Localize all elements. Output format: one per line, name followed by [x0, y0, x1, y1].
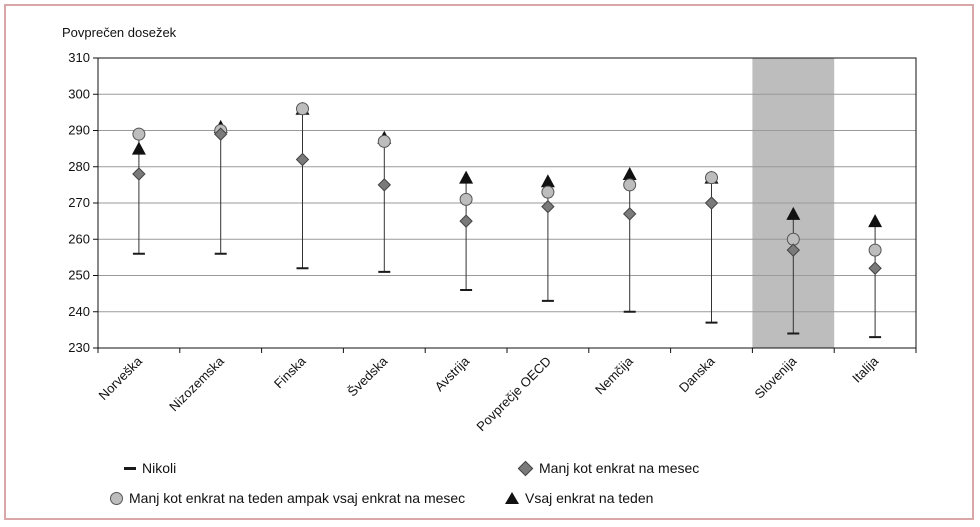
triangle-marker-icon — [505, 492, 519, 504]
y-tick-label: 250 — [68, 268, 90, 283]
legend-item-vsaj-enkrat-na-teden: Vsaj enkrat na teden — [505, 490, 653, 506]
x-tick-label: Danska — [676, 353, 718, 395]
x-tick-label: Finska — [271, 353, 309, 391]
point-manj-kot-enkrat-na-mesec — [213, 127, 228, 141]
point-manj-kot-enkrat-na-teden — [459, 192, 473, 206]
y-tick-label: 290 — [68, 123, 90, 138]
point-manj-kot-enkrat-na-mesec — [622, 207, 637, 221]
legend-label: Nikoli — [142, 460, 177, 476]
point-manj-kot-enkrat-na-teden — [132, 127, 146, 141]
point-manj-kot-enkrat-na-mesec — [132, 167, 146, 181]
point-vsaj-enkrat-na-teden — [459, 170, 474, 184]
point-manj-kot-enkrat-na-mesec — [786, 243, 801, 257]
diamond-marker-icon — [517, 460, 534, 476]
point-vsaj-enkrat-na-teden — [786, 206, 801, 220]
x-tick-label: Avstrija — [432, 353, 473, 394]
x-tick-label: Nemčija — [592, 353, 636, 397]
point-vsaj-enkrat-na-teden — [868, 214, 883, 228]
point-manj-kot-enkrat-na-mesec — [704, 196, 719, 210]
point-vsaj-enkrat-na-teden — [622, 167, 637, 180]
legend-label: Vsaj enkrat na teden — [525, 490, 654, 506]
x-tick-label: Italija — [849, 353, 882, 386]
y-tick-label: 270 — [68, 195, 90, 210]
legend-item-manj-kot-enkrat-na-mesec: Manj kot enkrat na mesec — [517, 460, 700, 476]
point-manj-kot-enkrat-na-teden — [623, 178, 637, 192]
point-manj-kot-enkrat-na-teden — [296, 102, 309, 116]
point-manj-kot-enkrat-na-mesec — [295, 152, 310, 167]
legend-label: Manj kot enkrat na mesec — [539, 460, 700, 476]
y-tick-label: 300 — [68, 86, 90, 101]
point-manj-kot-enkrat-na-mesec — [459, 214, 473, 228]
y-tick-label: 260 — [68, 231, 90, 246]
y-tick-label: 310 — [68, 50, 90, 65]
x-tick-label: Nizozemska — [166, 353, 227, 414]
x-tick-label: Slovenija — [752, 353, 800, 401]
point-manj-kot-enkrat-na-teden — [541, 185, 555, 199]
dash-marker-icon — [124, 466, 136, 470]
y-tick-label: 280 — [68, 159, 90, 174]
point-manj-kot-enkrat-na-mesec — [868, 261, 882, 275]
y-axis-label: Povprečen dosežek — [62, 25, 177, 40]
legend-item-nikoli: Nikoli — [124, 460, 176, 476]
x-tick-label: Povprečje OECD — [473, 354, 554, 435]
point-vsaj-enkrat-na-teden — [131, 141, 146, 155]
point-manj-kot-enkrat-na-teden — [868, 243, 882, 257]
legend-label: Manj kot enkrat na teden ampak vsaj enkr… — [129, 490, 466, 506]
y-tick-label: 230 — [68, 340, 90, 355]
x-tick-label: Norveška — [96, 353, 146, 403]
point-manj-kot-enkrat-na-mesec — [541, 199, 555, 214]
point-manj-kot-enkrat-na-mesec — [377, 178, 392, 192]
point-manj-kot-enkrat-na-teden — [705, 171, 718, 185]
point-vsaj-enkrat-na-teden — [540, 174, 555, 188]
y-tick-label: 240 — [68, 304, 90, 319]
circle-marker-icon — [110, 491, 123, 505]
legend-item-manj-kot-enkrat-na-teden: Manj kot enkrat na teden ampak vsaj enkr… — [110, 490, 465, 506]
x-tick-label: Švedska — [345, 353, 391, 399]
point-manj-kot-enkrat-na-teden — [377, 134, 391, 148]
